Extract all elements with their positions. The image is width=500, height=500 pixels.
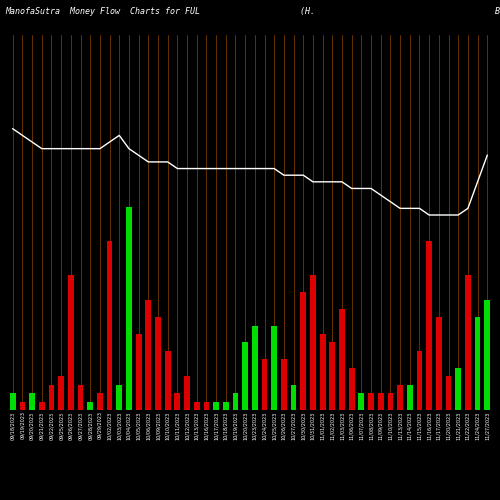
- Bar: [194, 402, 200, 410]
- Bar: [68, 275, 74, 410]
- Bar: [474, 317, 480, 410]
- Bar: [20, 402, 26, 410]
- Bar: [213, 402, 219, 410]
- Bar: [272, 326, 277, 410]
- Bar: [10, 393, 16, 410]
- Bar: [126, 208, 132, 410]
- Bar: [378, 393, 384, 410]
- Bar: [242, 342, 248, 410]
- Bar: [465, 275, 471, 410]
- Bar: [358, 393, 364, 410]
- Bar: [136, 334, 141, 410]
- Bar: [368, 393, 374, 410]
- Bar: [155, 317, 161, 410]
- Bar: [88, 402, 93, 410]
- Bar: [300, 292, 306, 410]
- Bar: [484, 300, 490, 410]
- Bar: [165, 351, 170, 410]
- Bar: [97, 393, 103, 410]
- Bar: [426, 241, 432, 410]
- Bar: [407, 384, 412, 410]
- Bar: [388, 393, 394, 410]
- Bar: [204, 402, 210, 410]
- Bar: [446, 376, 452, 410]
- Bar: [223, 402, 228, 410]
- Bar: [281, 360, 287, 410]
- Bar: [58, 376, 64, 410]
- Bar: [436, 317, 442, 410]
- Bar: [262, 360, 268, 410]
- Bar: [146, 300, 151, 410]
- Bar: [78, 384, 84, 410]
- Bar: [39, 402, 44, 410]
- Bar: [116, 384, 122, 410]
- Bar: [320, 334, 326, 410]
- Bar: [29, 393, 35, 410]
- Bar: [48, 384, 54, 410]
- Bar: [397, 384, 403, 410]
- Bar: [174, 393, 180, 410]
- Bar: [349, 368, 354, 410]
- Bar: [252, 326, 258, 410]
- Bar: [184, 376, 190, 410]
- Bar: [456, 368, 461, 410]
- Bar: [310, 275, 316, 410]
- Bar: [106, 241, 112, 410]
- Bar: [416, 351, 422, 410]
- Bar: [232, 393, 238, 410]
- Text: ManofaSutra  Money Flow  Charts for FUL                    (H.                  : ManofaSutra Money Flow Charts for FUL (H…: [5, 8, 500, 16]
- Bar: [339, 308, 345, 410]
- Bar: [290, 384, 296, 410]
- Bar: [330, 342, 335, 410]
